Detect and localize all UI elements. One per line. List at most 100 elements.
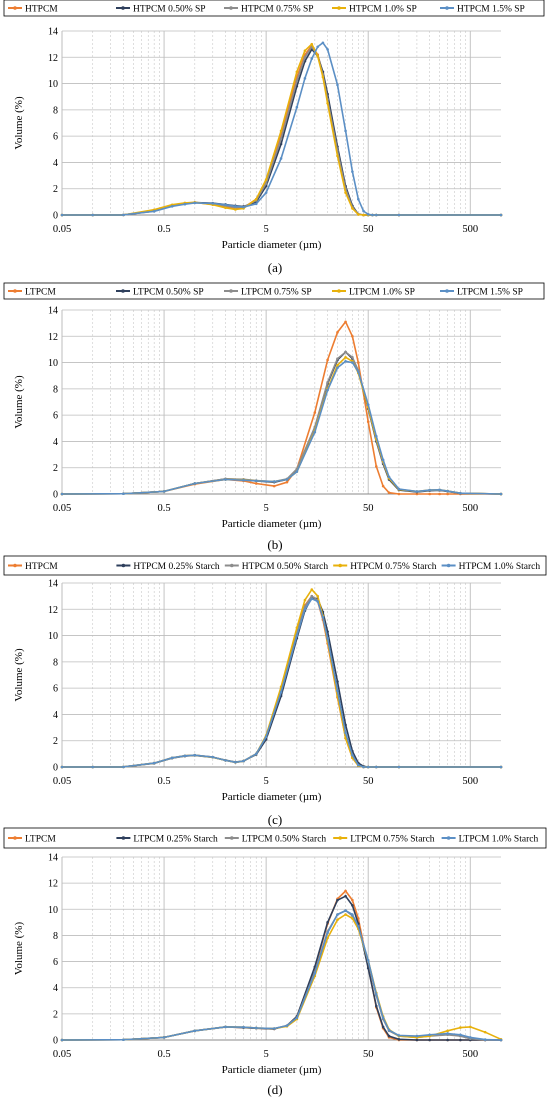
data-point: [351, 898, 354, 902]
data-point: [303, 77, 307, 80]
data-point: [499, 213, 503, 217]
data-point: [336, 357, 339, 360]
data-point: [357, 924, 360, 928]
data-point: [254, 197, 258, 201]
data-point: [60, 1038, 64, 1042]
x-tick-label: 5: [264, 1049, 269, 1060]
x-tick-label: 0.5: [158, 776, 171, 787]
x-tick-label: 500: [462, 224, 478, 235]
data-point: [446, 1029, 449, 1033]
data-point: [351, 170, 354, 173]
data-point: [254, 482, 258, 485]
data-point: [374, 1004, 378, 1008]
data-point: [313, 972, 317, 975]
data-point: [310, 42, 314, 46]
data-point: [122, 213, 125, 217]
data-point: [224, 203, 227, 207]
data-point: [234, 208, 237, 211]
data-point: [366, 420, 370, 424]
y-tick-label: 6: [53, 957, 58, 968]
x-tick-label: 0.05: [53, 776, 71, 787]
legend-marker: [13, 563, 17, 568]
y-tick-label: 4: [53, 710, 58, 721]
legend-entry: LTPCM 0.75% Starch: [350, 835, 435, 845]
series-line: [61, 909, 501, 1041]
y-tick-label: 12: [48, 53, 58, 64]
data-point: [351, 753, 354, 757]
legend-entry: HTPCM 0.50% Starch: [242, 562, 329, 572]
series-line: [61, 356, 502, 495]
legend-marker: [121, 836, 126, 840]
data-point: [415, 1034, 419, 1038]
data-point: [326, 380, 329, 384]
data-point: [254, 479, 258, 483]
y-tick-label: 12: [48, 332, 58, 343]
data-point: [303, 607, 307, 611]
y-tick-label: 8: [53, 384, 58, 395]
chart-panel-a: HTPCM HTPCM 0.50% SP HTPCM 0.75% SP HTPCM 1…: [3, 0, 545, 275]
data-point: [344, 909, 347, 912]
data-point: [272, 484, 276, 488]
data-point: [446, 492, 449, 496]
data-point: [351, 334, 354, 338]
y-tick-label: 14: [48, 579, 58, 590]
data-point: [285, 478, 289, 481]
x-tick-label: 0.05: [53, 503, 71, 514]
series-line: [62, 43, 501, 216]
data-point: [438, 492, 441, 496]
legend-entry: HTPCM 0.75% Starch: [350, 562, 437, 572]
data-point: [264, 182, 268, 185]
data-point: [242, 1025, 245, 1029]
data-point: [279, 129, 283, 133]
data-point: [91, 213, 95, 217]
data-point: [446, 489, 449, 493]
legend-entry: HTPCM: [25, 5, 58, 15]
y-tick-label: 6: [53, 132, 58, 143]
x-axis-label: Particle diameter (µm): [222, 239, 322, 251]
y-tick-label: 10: [48, 358, 58, 369]
data-point: [468, 1036, 472, 1039]
data-point: [336, 680, 339, 683]
x-tick-label: 50: [363, 1049, 374, 1060]
x-tick-label: 0.5: [158, 224, 171, 235]
y-tick-label: 2: [53, 463, 58, 474]
data-point: [326, 388, 329, 392]
y-tick-label: 2: [53, 1009, 58, 1020]
y-tick-label: 0: [53, 763, 58, 774]
legend-entry: HTPCM 1.0% SP: [349, 5, 417, 15]
data-point: [264, 178, 268, 181]
data-point: [183, 754, 187, 758]
y-tick-label: 8: [53, 105, 58, 116]
data-point: [415, 492, 419, 496]
data-point: [224, 1025, 227, 1029]
data-point: [234, 205, 237, 208]
y-tick-label: 8: [53, 657, 58, 668]
data-point: [344, 129, 347, 133]
data-point: [374, 434, 378, 438]
data-point: [313, 430, 317, 434]
legend-box: [3, 555, 547, 576]
data-point: [387, 1034, 391, 1038]
data-point: [428, 488, 431, 492]
data-point: [310, 597, 314, 601]
data-point: [344, 350, 347, 354]
data-point: [428, 1038, 431, 1042]
y-tick-label: 8: [53, 931, 58, 942]
data-point: [357, 370, 360, 374]
data-point: [374, 992, 378, 996]
data-point: [344, 320, 347, 324]
data-point: [415, 490, 419, 493]
data-point: [279, 690, 283, 694]
panel-caption: (a): [268, 260, 282, 275]
data-point: [374, 765, 378, 769]
legend-entry: LTPCM 0.25% Starch: [133, 835, 218, 845]
legend-entry: LTPCM 1.0% SP: [349, 288, 415, 298]
data-point: [397, 1038, 401, 1041]
legend-marker: [121, 563, 126, 568]
legend-marker: [446, 563, 451, 568]
data-point: [415, 1038, 419, 1042]
data-point: [326, 921, 329, 924]
data-point: [344, 359, 347, 363]
data-point: [272, 480, 276, 483]
data-point: [438, 488, 441, 492]
